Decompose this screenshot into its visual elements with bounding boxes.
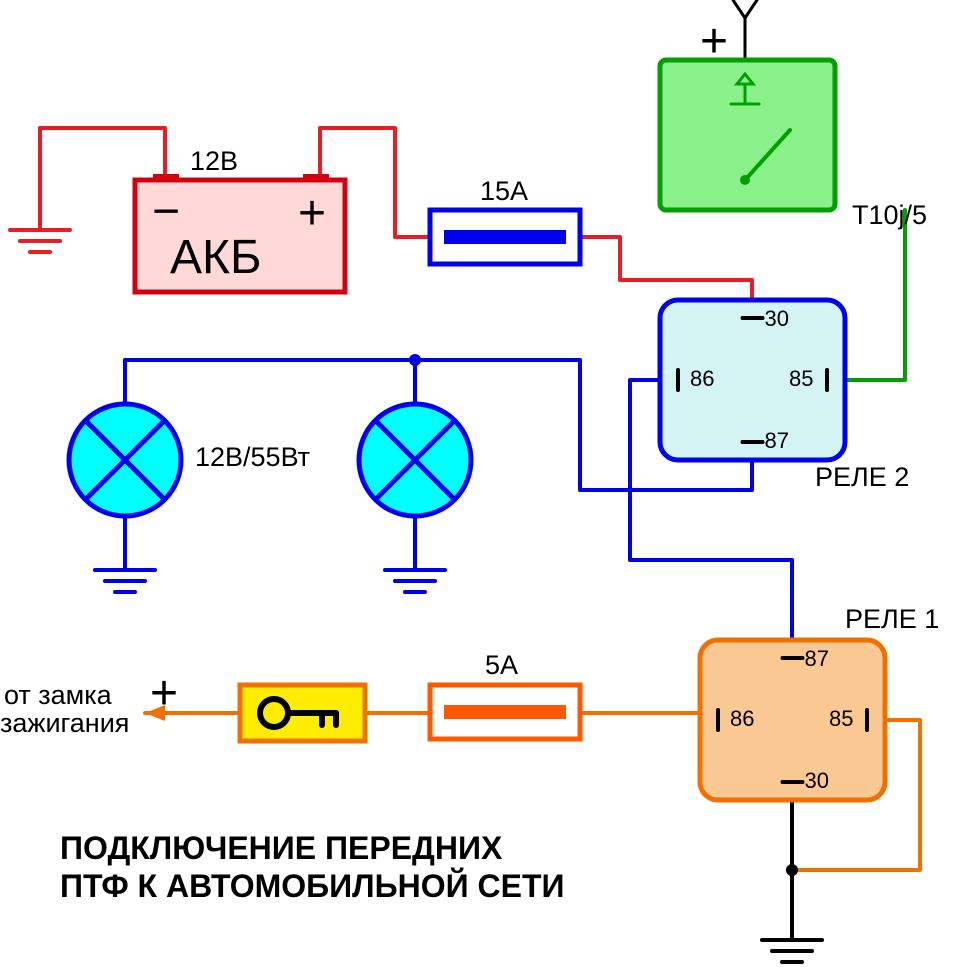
fuse2-label: 5А xyxy=(485,650,518,681)
battery-voltage-label: 12В xyxy=(190,146,238,177)
ignition-label-2: зажигания xyxy=(0,708,129,739)
relay1-pin-87: 87 xyxy=(805,646,829,672)
relay2-pin-86: 86 xyxy=(690,366,714,392)
switch-label: T10j/5 xyxy=(852,200,927,231)
title-line1: ПОДКЛЮЧЕНИЕ ПЕРЕДНИХ xyxy=(60,830,502,867)
relay1-pin-30: 30 xyxy=(805,768,829,794)
relay2-pin-85: 85 xyxy=(789,366,813,392)
title-line2: ПТФ К АВТОМОБИЛЬНОЙ СЕТИ xyxy=(60,868,564,905)
battery-minus: − xyxy=(152,184,180,239)
fuse1-label: 15А xyxy=(480,176,528,207)
lamps-label: 12В/55Вт xyxy=(195,442,310,473)
relay2-pin-30: 30 xyxy=(765,306,789,332)
ignition-label-1: от замка xyxy=(4,680,112,711)
battery-plus: + xyxy=(298,186,326,241)
relay1-label: РЕЛЕ 1 xyxy=(845,604,939,635)
battery-label: АКБ xyxy=(170,230,261,285)
relay1-pin-86: 86 xyxy=(730,706,754,732)
ignition-plus: + xyxy=(150,666,178,721)
relay2-pin-87: 87 xyxy=(765,428,789,454)
switch-plus: + xyxy=(700,14,728,69)
relay2-label: РЕЛЕ 2 xyxy=(815,462,909,493)
relay1-pin-85: 85 xyxy=(829,706,853,732)
